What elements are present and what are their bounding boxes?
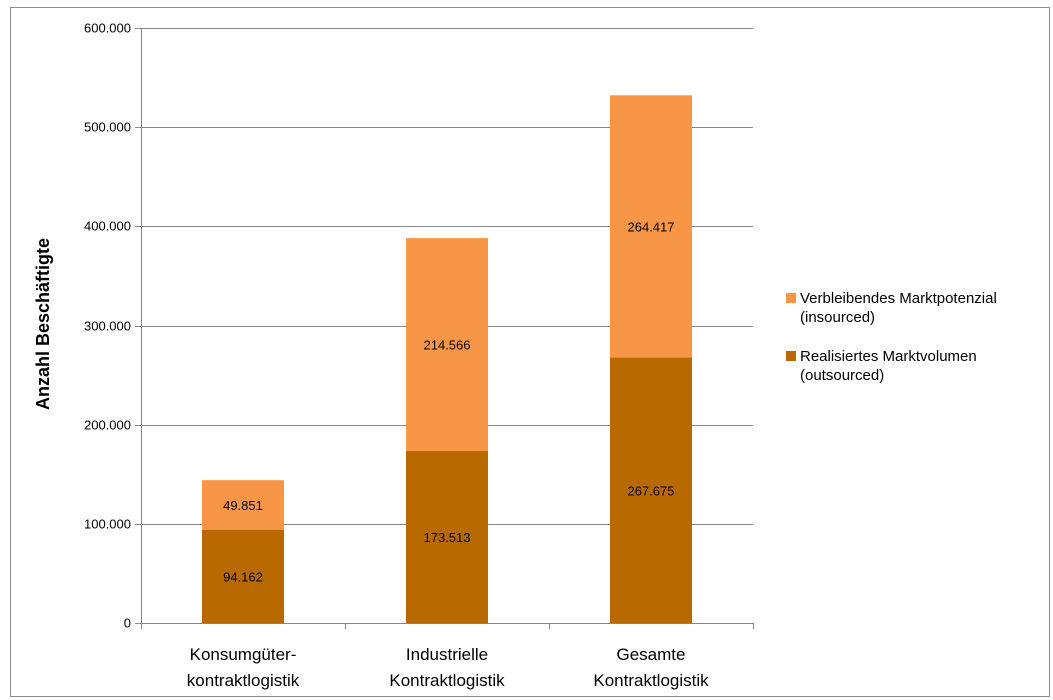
y-tick-label: 200.000 bbox=[84, 418, 131, 433]
y-axis-title: Anzahl Beschäftigte bbox=[33, 238, 53, 410]
bar-segment bbox=[406, 450, 488, 623]
bar-segment bbox=[406, 238, 488, 451]
data-label: 267.675 bbox=[628, 483, 675, 498]
data-labels: 94.162 49.851 173.513 214.566 267.675 264.417 bbox=[223, 219, 674, 584]
y-tick-label: 500.000 bbox=[84, 120, 131, 135]
bar-segment bbox=[610, 95, 692, 358]
x-tick-label: Konsumgüter- bbox=[190, 645, 297, 664]
bar-segment bbox=[202, 480, 284, 530]
chart-frame bbox=[10, 7, 1050, 697]
y-tick-label: 400.000 bbox=[84, 219, 131, 234]
data-label: 94.162 bbox=[223, 569, 263, 584]
data-label: 173.513 bbox=[424, 530, 471, 545]
axes: 0 100.000 200.000 300.000 400.000 500.000 600.… bbox=[84, 21, 754, 690]
bar-segment bbox=[610, 357, 692, 623]
legend-swatch bbox=[786, 351, 796, 361]
legend-label: (insourced) bbox=[800, 309, 875, 326]
legend: Verbleibendes Marktpotenzial (insourced) R… bbox=[786, 290, 997, 384]
data-label: 214.566 bbox=[424, 338, 471, 353]
x-tick-label: Industrielle bbox=[406, 645, 488, 664]
y-tick-label: 0 bbox=[124, 616, 131, 631]
y-tick-label: 300.000 bbox=[84, 319, 131, 334]
y-tick-label: 600.000 bbox=[84, 21, 131, 36]
bars bbox=[202, 95, 692, 623]
legend-label: Verbleibendes Marktpotenzial bbox=[800, 290, 997, 307]
data-label: 49.851 bbox=[223, 498, 263, 513]
legend-label: Realisiertes Marktvolumen bbox=[800, 348, 977, 365]
bar-segment bbox=[202, 529, 284, 623]
x-tick-label: kontraktlogistik bbox=[187, 671, 300, 690]
data-label: 264.417 bbox=[628, 219, 675, 234]
y-tick-label: 100.000 bbox=[84, 517, 131, 532]
x-tick-label: Kontraktlogistik bbox=[593, 671, 709, 690]
legend-swatch bbox=[786, 293, 796, 303]
x-tick-label: Gesamte bbox=[617, 645, 686, 664]
x-tick-label: Kontraktlogistik bbox=[389, 671, 505, 690]
legend-label: (outsourced) bbox=[800, 367, 884, 384]
